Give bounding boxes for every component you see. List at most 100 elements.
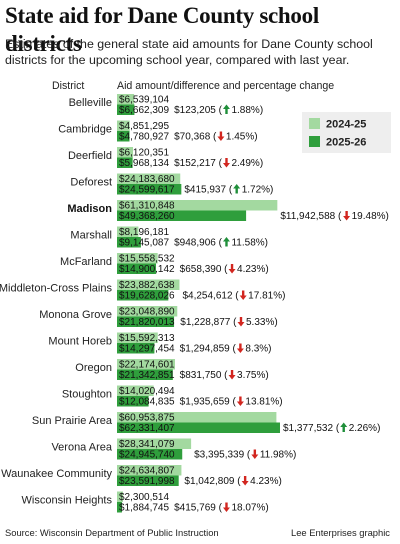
district-row: Deforest $24,183,680$24,599,617 $415,937 (… <box>70 173 274 196</box>
bar-2024-25 <box>117 253 158 264</box>
district-label: Monona Grove <box>39 309 112 321</box>
bar-2024-25 <box>117 94 135 105</box>
bar-2025-26 <box>117 449 183 460</box>
difference-label: $3,395,339 ( <box>194 450 251 461</box>
bar-2025-26 <box>117 343 155 354</box>
bar-2025-26 <box>117 104 135 115</box>
district-row: Mount Horeb $15,592,313$14,297,454 $1,294,… <box>48 332 272 355</box>
district-label: Waunakee Community <box>1 468 112 480</box>
percent-change-label: 2.49%) <box>231 158 263 169</box>
district-label: Cambridge <box>58 124 112 136</box>
percent-change-label: 1.72%) <box>242 185 274 196</box>
value-label-2024-25: $4,851,295 <box>119 121 169 132</box>
district-label: Deerfield <box>68 150 112 162</box>
value-label-2024-25: $6,539,104 <box>119 95 169 106</box>
percent-change-label: 1.88%) <box>231 105 263 116</box>
value-label-2024-25: $14,020,494 <box>119 386 175 397</box>
value-label-2024-25: $28,341,079 <box>119 439 175 450</box>
percent-change-label: 4.23%) <box>250 476 282 487</box>
chart-title: State aid for Dane County school distric… <box>5 3 319 56</box>
difference-label: $658,390 ( <box>180 264 228 275</box>
district-row: Wisconsin Heights $2,300,514$1,884,745 $41… <box>22 491 269 514</box>
up-arrow-icon <box>233 184 241 194</box>
value-label-2024-25: $15,558,532 <box>119 254 175 265</box>
bar-2025-26 <box>117 290 169 301</box>
bar-2025-26 <box>117 131 130 142</box>
value-label-2024-25: $6,120,351 <box>119 148 169 159</box>
district-row: Oregon $22,174,601$21,342,851 $831,750 (3.… <box>75 359 269 381</box>
difference-label: $948,906 ( <box>174 238 222 249</box>
percent-change-label: 13.81%) <box>245 397 282 408</box>
bar-2025-26 <box>117 502 122 513</box>
value-label-2024-25: $60,953,875 <box>119 413 175 424</box>
district-label: Marshall <box>70 230 112 242</box>
district-label: Sun Prairie Area <box>32 415 113 427</box>
difference-label: $70,368 ( <box>174 132 217 143</box>
chart-subtitle: Estimates of the general state aid amoun… <box>5 37 373 67</box>
district-label: Middleton-Cross Plains <box>0 283 112 295</box>
value-label-2025-26: $14,297,454 <box>119 344 175 355</box>
down-arrow-icon <box>228 264 236 274</box>
legend: 2024-25 2025-26 <box>302 112 391 153</box>
down-arrow-icon <box>228 370 236 380</box>
bar-2025-26 <box>117 184 182 195</box>
percent-change-label: 11.98%) <box>260 450 297 461</box>
legend-swatch-2025-26 <box>309 136 320 147</box>
district-row: Middleton-Cross Plains $23,882,638$19,628… <box>0 279 285 302</box>
up-arrow-icon <box>340 422 348 432</box>
percent-change-label: 3.75%) <box>237 370 269 381</box>
value-label-2025-26: $62,331,407 <box>119 423 175 434</box>
credit-note: Lee Enterprises graphic <box>290 527 390 538</box>
difference-label: $152,217 ( <box>174 158 222 169</box>
district-row: Deerfield $6,120,351$5,968,134 $152,217 (2… <box>68 147 263 169</box>
down-arrow-icon <box>222 158 230 168</box>
value-label-2025-26: $4,780,927 <box>119 132 169 143</box>
difference-label: $415,937 ( <box>184 185 232 196</box>
source-note: Source: Wisconsin Department of Public I… <box>5 527 219 538</box>
district-label: Verona Area <box>51 442 112 454</box>
down-arrow-icon <box>343 211 351 221</box>
district-column-header: District <box>52 80 84 92</box>
bar-2024-25 <box>117 491 124 502</box>
difference-label: $1,228,877 ( <box>180 317 237 328</box>
district-row: Monona Grove $23,048,890$21,820,013 $1,228… <box>39 306 278 328</box>
bar-2024-25 <box>117 226 139 237</box>
value-label-2024-25: $24,183,680 <box>119 174 175 185</box>
percent-change-label: 19.48%) <box>352 211 389 222</box>
value-label-2024-25: $8,196,181 <box>119 227 169 238</box>
value-label-2024-25: $2,300,514 <box>119 492 169 503</box>
difference-label: $831,750 ( <box>180 370 228 381</box>
difference-label: $1,935,659 ( <box>180 397 237 408</box>
percent-change-label: 2.26%) <box>349 423 381 434</box>
value-label-2025-26: $6,662,309 <box>119 105 169 116</box>
percent-change-label: 5.33%) <box>246 317 278 328</box>
district-label: Wisconsin Heights <box>22 495 113 507</box>
down-arrow-icon <box>236 343 244 353</box>
bar-2024-25 <box>117 200 278 211</box>
percent-change-label: 1.45%) <box>226 132 258 143</box>
value-label-2025-26: $23,591,998 <box>119 476 175 487</box>
bar-2024-25 <box>117 359 175 370</box>
value-label-2024-25: $15,592,313 <box>119 333 175 344</box>
percent-change-label: 11.58%) <box>231 238 268 249</box>
value-label-2024-25: $23,048,890 <box>119 307 175 318</box>
district-row: Belleville $6,539,104$6,662,309 $123,205 (… <box>69 94 263 116</box>
down-arrow-icon <box>237 317 245 327</box>
district-row: Stoughton $14,020,494$12,084,835 $1,935,65… <box>62 385 283 408</box>
bar-2025-26 <box>117 396 149 407</box>
district-row: Cambridge $4,851,295$4,780,927 $70,368 ( 1.… <box>58 120 258 143</box>
down-arrow-icon <box>236 396 244 406</box>
value-label-2025-26: $19,628,026 <box>119 291 175 302</box>
bar-2024-25 <box>117 120 130 131</box>
bar-2025-26 <box>117 475 179 486</box>
bar-2025-26 <box>117 422 280 433</box>
value-label-2024-25: $22,174,601 <box>119 360 175 371</box>
district-row: Waunakee Community $24,634,807$23,591,998… <box>1 465 282 487</box>
difference-label: $415,769 ( <box>174 503 222 514</box>
value-label-2024-25: $61,310,848 <box>119 201 175 212</box>
value-label-2025-26: $12,084,835 <box>119 397 175 408</box>
district-label: Mount Horeb <box>48 336 112 348</box>
bar-2024-25 <box>117 465 182 476</box>
bar-2025-26 <box>117 157 133 168</box>
